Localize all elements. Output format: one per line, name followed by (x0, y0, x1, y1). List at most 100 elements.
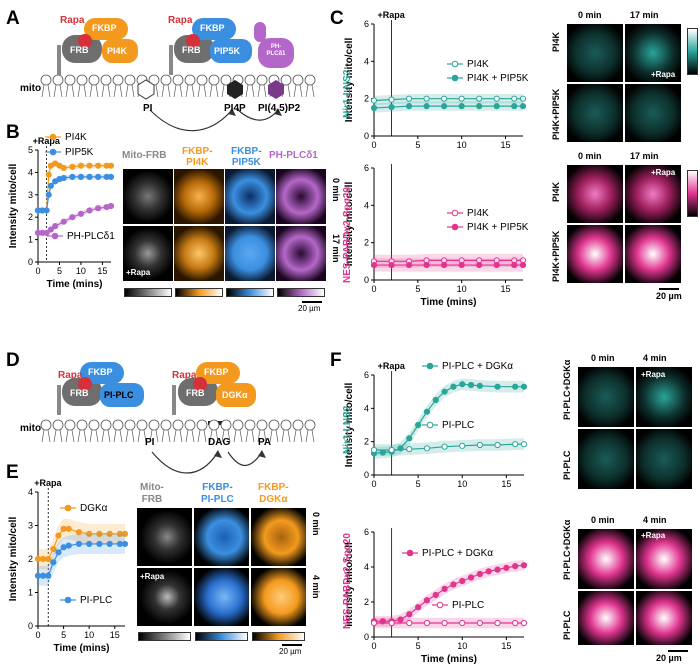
y-tick-label: 6 (364, 163, 369, 173)
data-point (77, 173, 85, 180)
lipid-tail (101, 84, 105, 98)
data-point (476, 441, 483, 449)
data-point (121, 540, 129, 548)
data-point (406, 435, 413, 442)
data-point (45, 555, 52, 563)
x-tick-label: 15 (500, 284, 510, 294)
lipid-tail (125, 429, 129, 443)
data-point (441, 619, 448, 627)
fkbp-label: FKBP (92, 23, 117, 33)
frb-protein (62, 35, 102, 63)
data-point (370, 97, 378, 104)
lipid-tail (143, 429, 147, 443)
data-point (397, 616, 404, 623)
data-point (65, 542, 72, 549)
y-tick-label: 3 (28, 521, 33, 531)
data-point (512, 563, 519, 570)
data-point (423, 445, 431, 452)
data-point (476, 619, 483, 627)
data-point (423, 408, 431, 415)
lipid-head (208, 419, 220, 431)
data-point (86, 530, 93, 537)
lipid-tail (197, 84, 201, 98)
y-tick-label: 2 (364, 437, 369, 447)
legend-marker (436, 601, 444, 609)
data-point (106, 540, 113, 548)
img-time-17: 17 min (630, 151, 659, 161)
x-tick-label: 0 (371, 284, 376, 294)
micrograph (251, 568, 306, 626)
rapa-img-label: +Rapa (651, 70, 676, 79)
legend-marker (406, 549, 414, 557)
time-label-0: 0 min (331, 178, 341, 202)
data-point (45, 191, 52, 198)
row-label-piplc: PI-PLC (562, 610, 572, 640)
micrograph (137, 568, 192, 626)
legend-marker (451, 209, 459, 217)
y-axis-label: Intensity mito/cell (344, 383, 355, 468)
chart-c-bottom: 0 2 4 6 0 5 10 15 Intensity mito/cell Time (mins)… (344, 163, 529, 308)
data-point (86, 162, 93, 169)
data-point (69, 163, 76, 170)
lipid-head (280, 74, 292, 86)
data-point (493, 103, 500, 110)
ph-plcd1-probe (258, 38, 294, 68)
sensor-label-f-bot: NES-PABDx2-Spo20 (342, 533, 353, 629)
micrograph (276, 169, 326, 224)
lipid-head (256, 419, 268, 431)
y-tick-label: 4 (364, 200, 369, 210)
data-point (370, 619, 378, 627)
data-point (441, 388, 448, 395)
frb-anchor (169, 45, 173, 75)
data-point (55, 532, 62, 539)
lipid-head (160, 419, 172, 431)
lipid-tail (245, 84, 249, 98)
dgk-label: DGKα (222, 390, 248, 400)
row-label-piplc: PI-PLC (562, 450, 572, 480)
lipid-tail (293, 84, 297, 98)
fkbp-label: FKBP (88, 367, 113, 377)
data-point (511, 261, 518, 269)
micrograph (567, 24, 623, 82)
lipid-tail (149, 429, 153, 443)
lipid-tail (299, 84, 303, 98)
lipid-tail (287, 429, 291, 443)
y-tick-label: 2 (28, 554, 33, 564)
x-tick-label: 0 (35, 630, 40, 640)
micrograph (625, 84, 681, 142)
data-point (423, 103, 430, 110)
lipid-tail (155, 429, 159, 443)
micrograph (225, 169, 275, 224)
lipid-tail (113, 84, 117, 98)
lipid-head (304, 74, 316, 86)
x-tick-label: 15 (97, 266, 107, 276)
micrograph (276, 226, 326, 281)
row-label-pi4k: PI4K (551, 31, 561, 52)
lipid-tail (215, 84, 219, 98)
x-tick-label: 0 (371, 641, 376, 651)
chart-e: 0 1 2 3 4 0 5 10 15 Intensity mito/cell Time (mins… (8, 478, 129, 654)
frb-protein (62, 378, 102, 406)
lipid-tail (245, 429, 249, 443)
data-point (388, 619, 395, 627)
lipid-head (220, 74, 232, 86)
data-point (116, 540, 123, 548)
data-point (388, 446, 395, 454)
lipid-tail (131, 429, 135, 443)
ph-label: PH- PLCδ1 (266, 44, 286, 57)
data-point (47, 182, 54, 189)
data-point (476, 261, 483, 269)
rapa-molecule (186, 34, 200, 48)
error-band (38, 518, 125, 570)
img-time-0: 0 min (591, 353, 615, 363)
y-tick-label: 3 (28, 190, 33, 200)
frb-label: FRB (182, 45, 201, 55)
x-tick-label: 15 (110, 630, 120, 640)
data-point (405, 95, 413, 102)
micrograph (625, 225, 681, 283)
data-point (77, 210, 85, 217)
x-tick-label: 0 (371, 140, 376, 150)
frb-protein (178, 378, 218, 406)
data-point (107, 162, 115, 169)
lipid-tail (47, 84, 51, 98)
